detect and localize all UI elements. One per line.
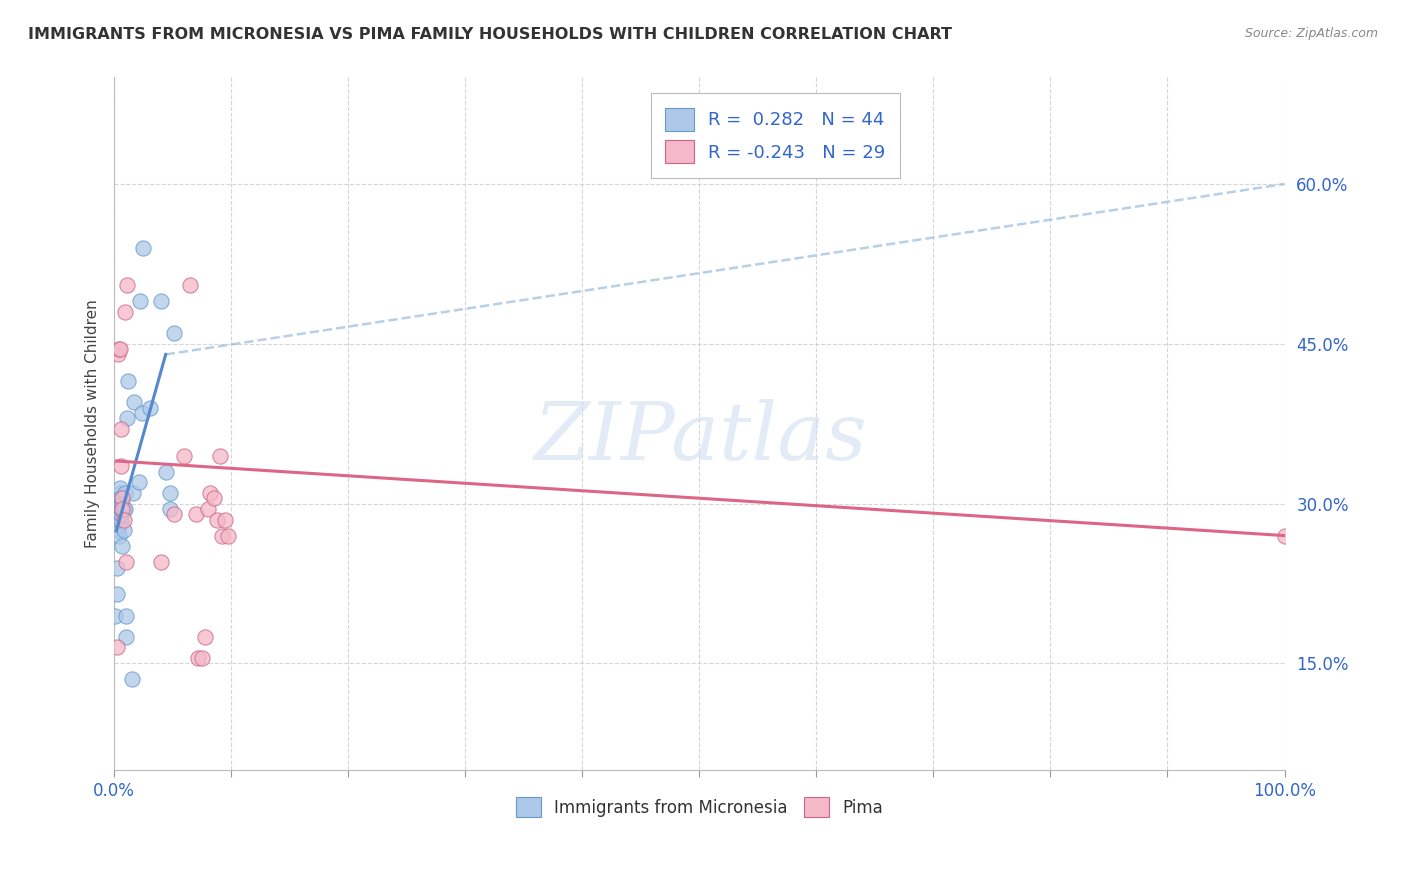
Point [155,465,177,479]
Point [114,305,136,319]
Point [110,422,132,436]
Point [105,587,128,601]
Point [122,395,145,409]
Point [122,486,145,500]
Text: IMMIGRANTS FROM MICRONESIA VS PIMA FAMILY HOUSEHOLDS WITH CHILDREN CORRELATION C: IMMIGRANTS FROM MICRONESIA VS PIMA FAMIL… [28,27,952,42]
Point [131,406,153,420]
Point [107,523,129,537]
Point [132,241,155,255]
Point [208,449,231,463]
Point [108,491,131,506]
Point [129,294,152,309]
Point [105,560,128,574]
Point [191,651,214,665]
Point [159,486,181,500]
Point [139,401,162,415]
Point [217,528,239,542]
Point [110,491,132,506]
Point [111,502,134,516]
Point [117,374,139,388]
Point [211,528,233,542]
Point [112,513,135,527]
Point [111,502,134,516]
Point [108,508,131,522]
Point [184,508,207,522]
Point [187,651,209,665]
Point [115,411,138,425]
Point [108,497,131,511]
Point [110,497,132,511]
Text: Source: ZipAtlas.com: Source: ZipAtlas.com [1244,27,1378,40]
Point [163,508,186,522]
Point [108,502,131,516]
Point [107,497,129,511]
Point [179,278,201,293]
Point [198,486,221,500]
Point [108,486,131,500]
Point [108,528,131,542]
Point [111,491,134,506]
Point [150,555,173,569]
Point [115,555,138,569]
Point [163,326,186,340]
Point [108,342,131,356]
Point [202,491,225,506]
Point [111,497,134,511]
Point [105,640,128,655]
Point [173,449,195,463]
Point [111,539,134,553]
Point [112,523,135,537]
Point [108,342,131,356]
Point [114,502,136,516]
Point [115,608,138,623]
Point [150,294,173,309]
Point [159,502,181,516]
Point [115,630,138,644]
Text: ZIPatlas: ZIPatlas [533,399,866,476]
Point [110,508,132,522]
Point [115,278,138,293]
Point [110,502,132,516]
Point [104,608,127,623]
Point [205,513,228,527]
Point [107,513,129,527]
Point [108,513,131,527]
Point [112,502,135,516]
Legend: Immigrants from Micronesia, Pima: Immigrants from Micronesia, Pima [509,790,890,824]
Point [110,459,132,474]
Point [114,486,136,500]
Point [108,481,131,495]
Point [121,673,143,687]
Point [107,347,129,361]
Point [128,475,150,490]
Point [197,502,219,516]
Point [214,513,236,527]
Point [110,513,132,527]
Point [1274,528,1296,542]
Y-axis label: Family Households with Children: Family Households with Children [86,300,100,548]
Point [108,517,131,532]
Point [194,630,217,644]
